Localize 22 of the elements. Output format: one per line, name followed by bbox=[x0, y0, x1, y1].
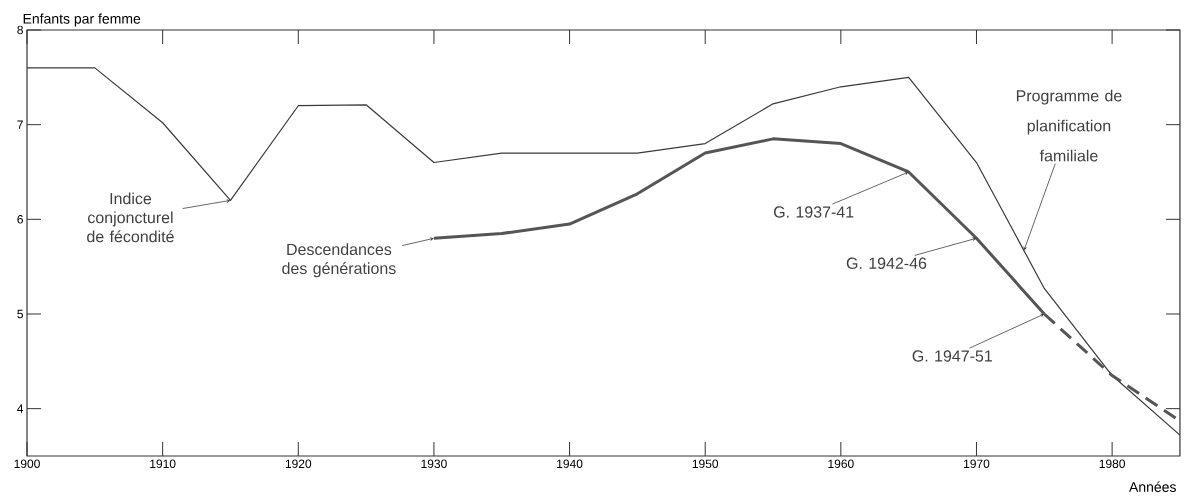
annotation: Programme de planification familiale bbox=[1016, 89, 1122, 162]
annotation: G. 1947-51 bbox=[912, 350, 992, 362]
x-tick-label: 1940 bbox=[557, 459, 583, 469]
annotation: Descendances des générations bbox=[282, 243, 396, 278]
x-tick-label: 1950 bbox=[692, 459, 719, 469]
y-tick-label: 4 bbox=[17, 404, 24, 413]
y-tick-label: 7 bbox=[17, 120, 23, 129]
x-tick-label: 1980 bbox=[1099, 459, 1125, 469]
x-tick-label: 1920 bbox=[285, 459, 312, 469]
x-tick-label: 1910 bbox=[150, 459, 176, 469]
y-tick-label: 5 bbox=[17, 309, 23, 319]
x-tick-label: 1960 bbox=[828, 459, 854, 469]
y-axis-title: Enfants par femme bbox=[23, 13, 141, 27]
x-tick-label: 1970 bbox=[964, 459, 990, 469]
annotation: G. 1942-46 bbox=[846, 257, 927, 269]
y-tick-label: 8 bbox=[17, 25, 23, 35]
y-tick-label: 6 bbox=[17, 215, 23, 224]
x-axis-title: Années bbox=[1129, 481, 1176, 492]
x-tick-label: 1900 bbox=[14, 459, 40, 469]
annotation: Indice conjoncturel de fécondité bbox=[87, 192, 174, 243]
annotation: G. 1937-41 bbox=[773, 206, 854, 218]
x-tick-label: 1930 bbox=[421, 459, 447, 469]
